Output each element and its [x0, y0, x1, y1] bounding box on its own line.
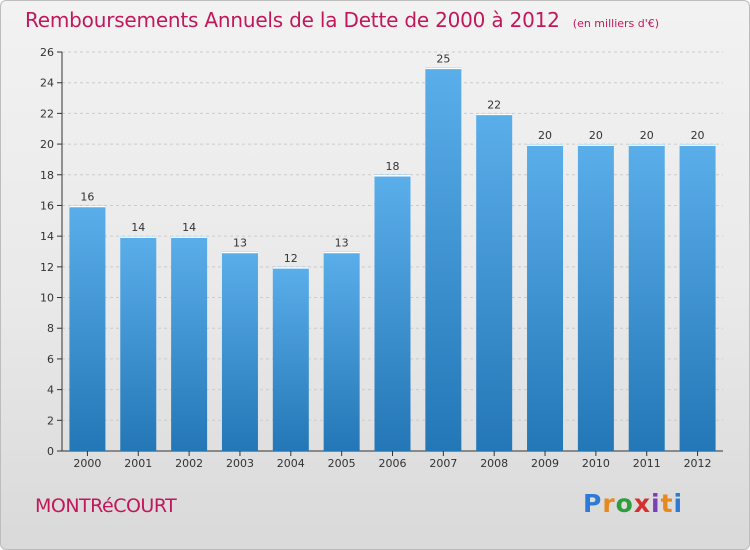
value-label: 25 — [436, 52, 450, 65]
x-tick-label: 2009 — [531, 457, 559, 470]
x-tick-label: 2010 — [582, 457, 610, 470]
bar-2006 — [374, 174, 411, 451]
value-label: 20 — [538, 129, 552, 142]
x-tick-label: 2003 — [226, 457, 254, 470]
y-tick-label: 26 — [40, 46, 54, 59]
commune-name: MONTRéCOURT — [35, 495, 177, 517]
value-label: 13 — [335, 237, 349, 250]
x-tick-label: 2006 — [379, 457, 407, 470]
y-tick-label: 6 — [47, 353, 54, 366]
y-tick-label: 8 — [47, 322, 54, 335]
logo-letter: i — [651, 489, 661, 518]
logo-letter: i — [673, 489, 684, 518]
bar-2003 — [221, 251, 258, 451]
bar-2005 — [323, 251, 360, 451]
x-tick-label: 2001 — [124, 457, 152, 470]
y-tick-label: 20 — [40, 138, 54, 151]
labels: 0246810121416182022242616200014200114200… — [40, 46, 712, 470]
y-tick-label: 2 — [47, 414, 54, 427]
logo-letter: t — [660, 489, 674, 518]
value-label: 16 — [80, 190, 94, 203]
value-label: 12 — [284, 252, 298, 265]
value-label: 22 — [487, 98, 501, 111]
bar-2004 — [272, 266, 309, 451]
y-tick-label: 18 — [40, 169, 54, 182]
chart-title: Remboursements Annuels de la Dette de 20… — [25, 8, 560, 32]
bar-2000 — [69, 205, 106, 451]
logo-letter: o — [615, 489, 634, 518]
y-tick-label: 24 — [40, 77, 54, 90]
y-tick-label: 22 — [40, 107, 54, 120]
bar-2008 — [476, 113, 513, 451]
x-tick-label: 2007 — [429, 457, 457, 470]
x-tick-label: 2002 — [175, 457, 203, 470]
bars — [69, 67, 716, 452]
y-tick-label: 0 — [47, 445, 54, 458]
bar-2002 — [171, 236, 208, 451]
y-tick-label: 16 — [40, 199, 54, 212]
bar-2009 — [527, 144, 564, 452]
bar-2001 — [120, 236, 157, 451]
value-label: 20 — [640, 129, 654, 142]
value-label: 18 — [386, 160, 400, 173]
chart-unit: (en milliers d'€) — [572, 17, 660, 30]
x-tick-label: 2012 — [684, 457, 712, 470]
x-tick-label: 2011 — [633, 457, 661, 470]
y-tick-label: 10 — [40, 292, 54, 305]
bar-2012 — [679, 144, 716, 452]
logo-letter: r — [602, 489, 616, 518]
value-label: 20 — [691, 129, 705, 142]
y-tick-label: 14 — [40, 230, 54, 243]
value-label: 14 — [182, 221, 196, 234]
x-tick-label: 2004 — [277, 457, 305, 470]
x-tick-label: 2005 — [328, 457, 356, 470]
value-label: 13 — [233, 237, 247, 250]
x-tick-label: 2000 — [73, 457, 101, 470]
bar-2010 — [577, 144, 614, 452]
logo-letter: x — [633, 489, 651, 518]
y-tick-label: 4 — [47, 384, 54, 397]
title-line: Remboursements Annuels de la Dette de 20… — [25, 8, 659, 32]
x-tick-label: 2008 — [480, 457, 508, 470]
value-label: 14 — [131, 221, 145, 234]
proxiti-logo: Proxiti — [583, 489, 683, 518]
bar-2007 — [425, 67, 462, 451]
y-tick-label: 12 — [40, 261, 54, 274]
value-label: 20 — [589, 129, 603, 142]
logo-letter: P — [583, 489, 603, 518]
bar-2011 — [628, 144, 665, 452]
